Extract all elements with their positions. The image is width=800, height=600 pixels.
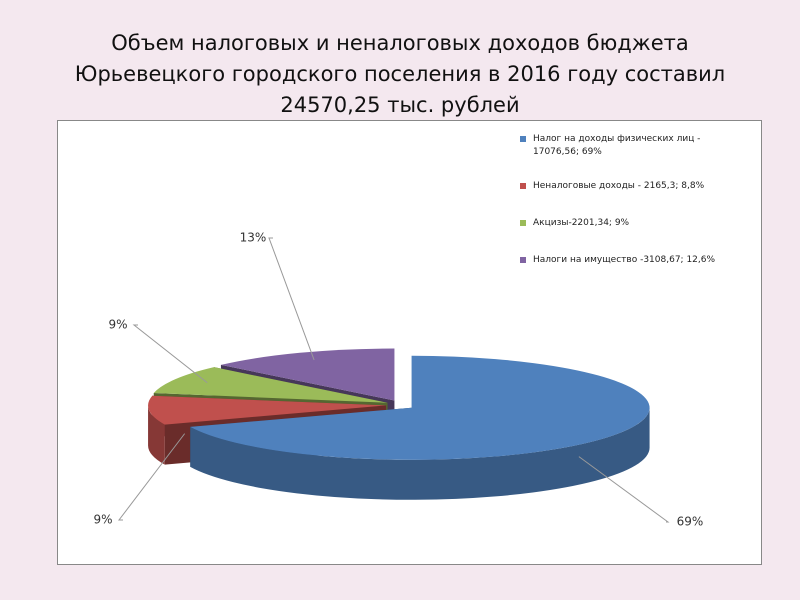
slice-top bbox=[220, 348, 395, 401]
legend-swatch bbox=[520, 183, 526, 189]
leader-line bbox=[268, 237, 315, 361]
data-label: 13% bbox=[240, 231, 267, 245]
legend-label: Налоги на имущество -3108,67; 12,6% bbox=[533, 255, 716, 265]
slice-top bbox=[190, 355, 650, 460]
legend-swatch bbox=[520, 220, 526, 226]
title-line: Объем налоговых и неналоговых доходов бю… bbox=[111, 31, 689, 55]
data-label: 69% bbox=[677, 515, 704, 529]
title-line: Юрьевецкого городского поселения в 2016 … bbox=[74, 62, 726, 86]
legend-label: Акцизы-2201,34; 9% bbox=[533, 218, 630, 228]
legend-label: Неналоговые доходы - 2165,3; 8,8% bbox=[533, 181, 705, 191]
leader-line bbox=[578, 456, 670, 523]
legend-item: Налог на доходы физических лиц - 17076,5… bbox=[520, 133, 740, 159]
title: Объем налоговых и неналоговых доходов бю… bbox=[0, 28, 800, 121]
legend-swatch bbox=[520, 257, 526, 263]
data-label: 9% bbox=[108, 318, 127, 332]
legend-item: Налоги на имущество -3108,67; 12,6% bbox=[520, 254, 740, 267]
legend-item: Акцизы-2201,34; 9% bbox=[520, 217, 740, 230]
legend-label: Налог на доходы физических лиц - 17076,5… bbox=[533, 134, 701, 157]
legend-swatch bbox=[520, 136, 526, 142]
leader-line bbox=[117, 433, 186, 521]
legend-item: Неналоговые доходы - 2165,3; 8,8% bbox=[520, 180, 740, 193]
slice-side bbox=[190, 407, 650, 500]
leader-line bbox=[132, 324, 208, 384]
slice bbox=[190, 355, 650, 500]
data-label: 9% bbox=[93, 513, 112, 527]
slice-side bbox=[148, 405, 165, 465]
slice-top bbox=[148, 395, 387, 425]
legend: Налог на доходы физических лиц - 17076,5… bbox=[520, 133, 740, 291]
slice-top bbox=[153, 367, 388, 403]
title-line: 24570,25 тыс. рублей bbox=[280, 93, 520, 117]
